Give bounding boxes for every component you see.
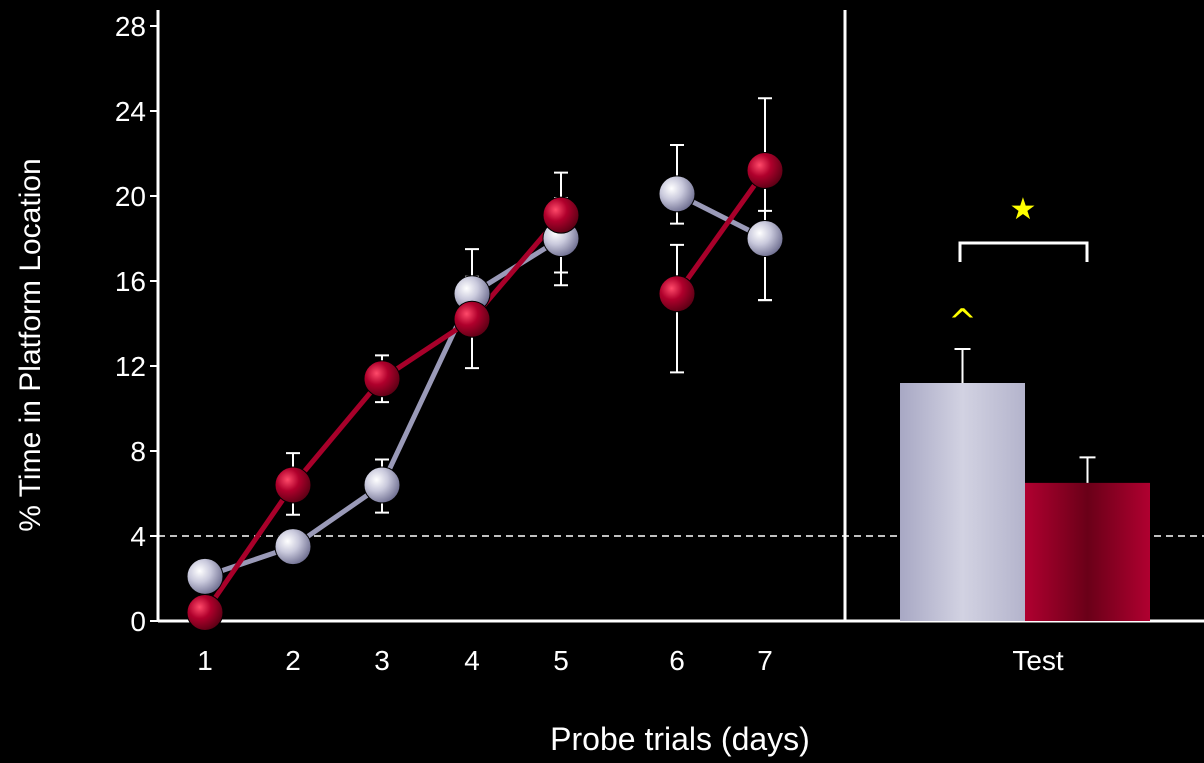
y-tick-label: 20 <box>115 181 146 212</box>
data-point-series-2 <box>274 466 312 504</box>
data-point-series-2 <box>746 152 784 189</box>
y-tick-label: 12 <box>115 351 146 382</box>
data-point-series-1 <box>658 175 696 213</box>
y-tick-label: 28 <box>115 11 146 42</box>
points-layer <box>186 152 784 631</box>
y-tick-label: 8 <box>130 436 146 467</box>
x-tick-label: 6 <box>669 645 685 676</box>
series-line-1 <box>204 236 563 579</box>
bar-category-label: Test <box>1012 645 1064 676</box>
series-line-2 <box>674 169 768 296</box>
x-tick-label: 2 <box>285 645 301 676</box>
significance-bracket <box>958 241 1089 262</box>
y-axis-label: % Time in Platform Location <box>14 158 47 532</box>
bar-series-1 <box>900 383 1025 621</box>
significance-caret: ^ <box>948 302 977 342</box>
data-point-series-2 <box>186 594 224 631</box>
data-point-series-2 <box>542 196 580 234</box>
x-tick-label: 5 <box>553 645 569 676</box>
series-line-2 <box>202 213 563 614</box>
y-tick-label: 0 <box>130 606 146 637</box>
significance-star: ★ <box>1010 192 1037 227</box>
x-tick-label: 7 <box>757 645 773 676</box>
y-tick-label: 4 <box>130 521 146 552</box>
bar-series-2 <box>1025 482 1150 621</box>
x-tick-label: 1 <box>197 645 213 676</box>
data-point-series-2 <box>453 300 491 338</box>
data-point-series-2 <box>658 275 696 313</box>
data-point-series-1 <box>746 220 784 257</box>
data-point-series-2 <box>363 360 401 398</box>
x-tick-label: 3 <box>374 645 390 676</box>
annotations-layer: ^★ <box>948 192 1089 342</box>
data-point-series-1 <box>274 528 312 566</box>
bars-layer <box>900 348 1150 621</box>
y-tick-label: 16 <box>115 266 146 297</box>
y-tick-label: 24 <box>115 96 146 127</box>
error-bars-layer <box>198 97 772 584</box>
data-point-series-1 <box>186 557 224 595</box>
x-axis-label: Probe trials (days) <box>550 721 810 757</box>
x-tick-label: 4 <box>464 645 480 676</box>
data-point-series-1 <box>363 466 401 504</box>
